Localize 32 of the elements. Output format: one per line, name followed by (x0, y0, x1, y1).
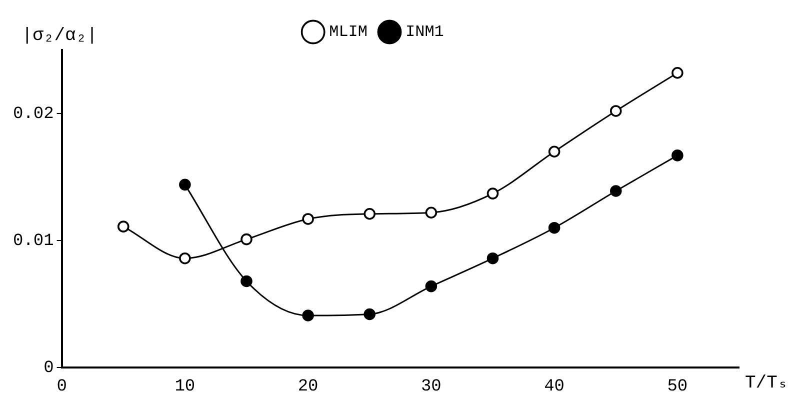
point (610, 105, 622, 117)
x-tick-label: 50 (667, 377, 688, 396)
y-tick-label: 0.02 (12, 105, 54, 124)
point (548, 222, 560, 234)
legend-label: INM1 (406, 23, 444, 42)
point (610, 185, 622, 197)
x-tick-label: 10 (174, 377, 196, 396)
point (672, 150, 684, 162)
y-tick-label: 0.01 (12, 232, 54, 252)
point (364, 308, 376, 320)
x-tick-label: 40 (544, 377, 565, 396)
point (240, 233, 252, 246)
x-tick-label: 30 (420, 377, 442, 396)
point (240, 275, 252, 288)
point (302, 213, 314, 225)
point (672, 66, 684, 79)
point (302, 310, 314, 322)
point (486, 188, 499, 200)
legend-label: MLIM (329, 23, 368, 42)
y-axis-title: |σ₂/α₂| (22, 26, 98, 46)
point (179, 178, 191, 191)
x-tick-label: 0 (56, 377, 67, 396)
x-axis-title: T/Tₛ (745, 373, 788, 394)
y-tick-label: 0 (44, 359, 54, 378)
point (548, 146, 560, 158)
point (179, 252, 191, 264)
point (425, 280, 438, 292)
point (117, 220, 130, 232)
point (486, 252, 499, 264)
point (425, 206, 438, 219)
point (364, 208, 376, 220)
x-tick-label: 20 (298, 377, 318, 396)
